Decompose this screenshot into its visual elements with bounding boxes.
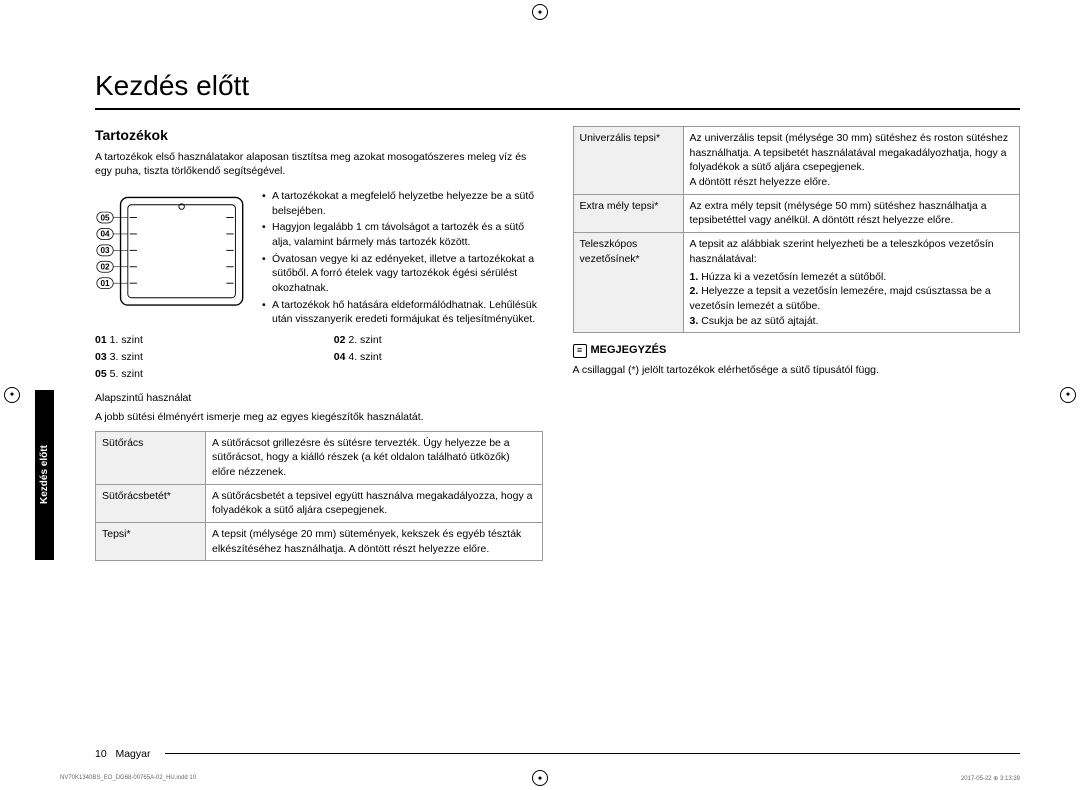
basic-use-text: A jobb sütési élményért ismerje meg az e… xyxy=(95,410,543,425)
table-key: Tepsi* xyxy=(96,523,206,561)
level-item: 04 4. szint xyxy=(334,350,543,365)
left-column: Tartozékok A tartozékok első használatak… xyxy=(95,126,543,561)
diagram-row: 05 04 03 02 01 xyxy=(95,189,543,329)
fineprint-left: NV70K1340BS_EO_DG68-00765A-02_HU.indd 10 xyxy=(60,775,196,782)
footer-line xyxy=(165,753,1020,754)
table-row: Univerzális tepsi* Az univerzális tepsit… xyxy=(573,127,1020,195)
bullet-list: A tartozékokat a megfelelő helyzetbe hel… xyxy=(262,189,543,329)
table-row: Sütőrácsbetét* A sütőrácsbetét a tepsive… xyxy=(96,484,543,522)
fineprint-right: 2017-05-22 ⊕ 3:13:39 xyxy=(961,775,1020,782)
note-heading: ≡ MEGJEGYZÉS xyxy=(573,343,1021,358)
bullet-item: Hagyjon legalább 1 cm távolságot a tarto… xyxy=(262,220,543,249)
table-key: Sütőrács xyxy=(96,431,206,484)
level-item: 05 5. szint xyxy=(95,367,304,382)
section-title: Tartozékok xyxy=(95,126,543,146)
bullet-item: A tartozékok hő hatására eldeformálódhat… xyxy=(262,298,543,327)
fineprint: NV70K1340BS_EO_DG68-00765A-02_HU.indd 10… xyxy=(60,775,1020,782)
accessories-table-left: Sütőrács A sütőrácsot grillezésre és süt… xyxy=(95,431,543,562)
table-val: Az univerzális tepsit (mélysége 30 mm) s… xyxy=(683,127,1020,195)
level-item: 01 1. szint xyxy=(95,333,304,348)
intro-text: A tartozékok első használatakor alaposan… xyxy=(95,150,543,179)
table-row: Teleszkópos vezetősínek* A tepsit az alá… xyxy=(573,233,1020,333)
table-key: Sütőrácsbetét* xyxy=(96,484,206,522)
oven-label-2: 02 xyxy=(100,262,110,271)
oven-label-4: 04 xyxy=(100,230,110,239)
basic-use-heading: Alapszintű használat xyxy=(95,391,543,406)
page-number: 10 xyxy=(95,748,107,760)
level-item: 02 2. szint xyxy=(334,333,543,348)
table-val: A tepsit az alábbiak szerint helyezheti … xyxy=(683,233,1020,333)
table-key: Univerzális tepsi* xyxy=(573,127,683,195)
main-title: Kezdés előtt xyxy=(95,70,1020,110)
level-item: 03 3. szint xyxy=(95,350,304,365)
page-footer: 10 Magyar xyxy=(95,748,1020,760)
page-lang: Magyar xyxy=(115,748,150,760)
oven-label-3: 03 xyxy=(100,246,110,255)
table-key: Extra mély tepsi* xyxy=(573,194,683,232)
bullet-item: A tartozékokat a megfelelő helyzetbe hel… xyxy=(262,189,543,218)
note-icon: ≡ xyxy=(573,344,587,358)
levels-grid: 01 1. szint 02 2. szint 03 3. szint 04 4… xyxy=(95,333,543,381)
table-val: A tepsit (mélysége 20 mm) sütemények, ke… xyxy=(206,523,543,561)
oven-label-1: 01 xyxy=(100,279,110,288)
oven-svg: 05 04 03 02 01 xyxy=(95,189,250,319)
table-row: Tepsi* A tepsit (mélysége 20 mm) sütemén… xyxy=(96,523,543,561)
table-val: A sütőrácsbetét a tepsivel együtt haszná… xyxy=(206,484,543,522)
note-text: A csillaggal (*) jelölt tartozékok elérh… xyxy=(573,363,1021,378)
right-column: Univerzális tepsi* Az univerzális tepsit… xyxy=(573,126,1021,561)
table-val: Az extra mély tepsit (mélysége 50 mm) sü… xyxy=(683,194,1020,232)
oven-label-5: 05 xyxy=(100,213,110,222)
bullet-item: Óvatosan vegye ki az edényeket, illetve … xyxy=(262,252,543,296)
table-key: Teleszkópos vezetősínek* xyxy=(573,233,683,333)
oven-diagram: 05 04 03 02 01 xyxy=(95,189,250,329)
page-content: Kezdés előtt Tartozékok A tartozékok els… xyxy=(0,0,1080,790)
accessories-table-right: Univerzális tepsi* Az univerzális tepsit… xyxy=(573,126,1021,333)
table-row: Extra mély tepsi* Az extra mély tepsit (… xyxy=(573,194,1020,232)
table-row: Sütőrács A sütőrácsot grillezésre és süt… xyxy=(96,431,543,484)
table-val: A sütőrácsot grillezésre és sütésre terv… xyxy=(206,431,543,484)
columns: Tartozékok A tartozékok első használatak… xyxy=(95,126,1020,561)
